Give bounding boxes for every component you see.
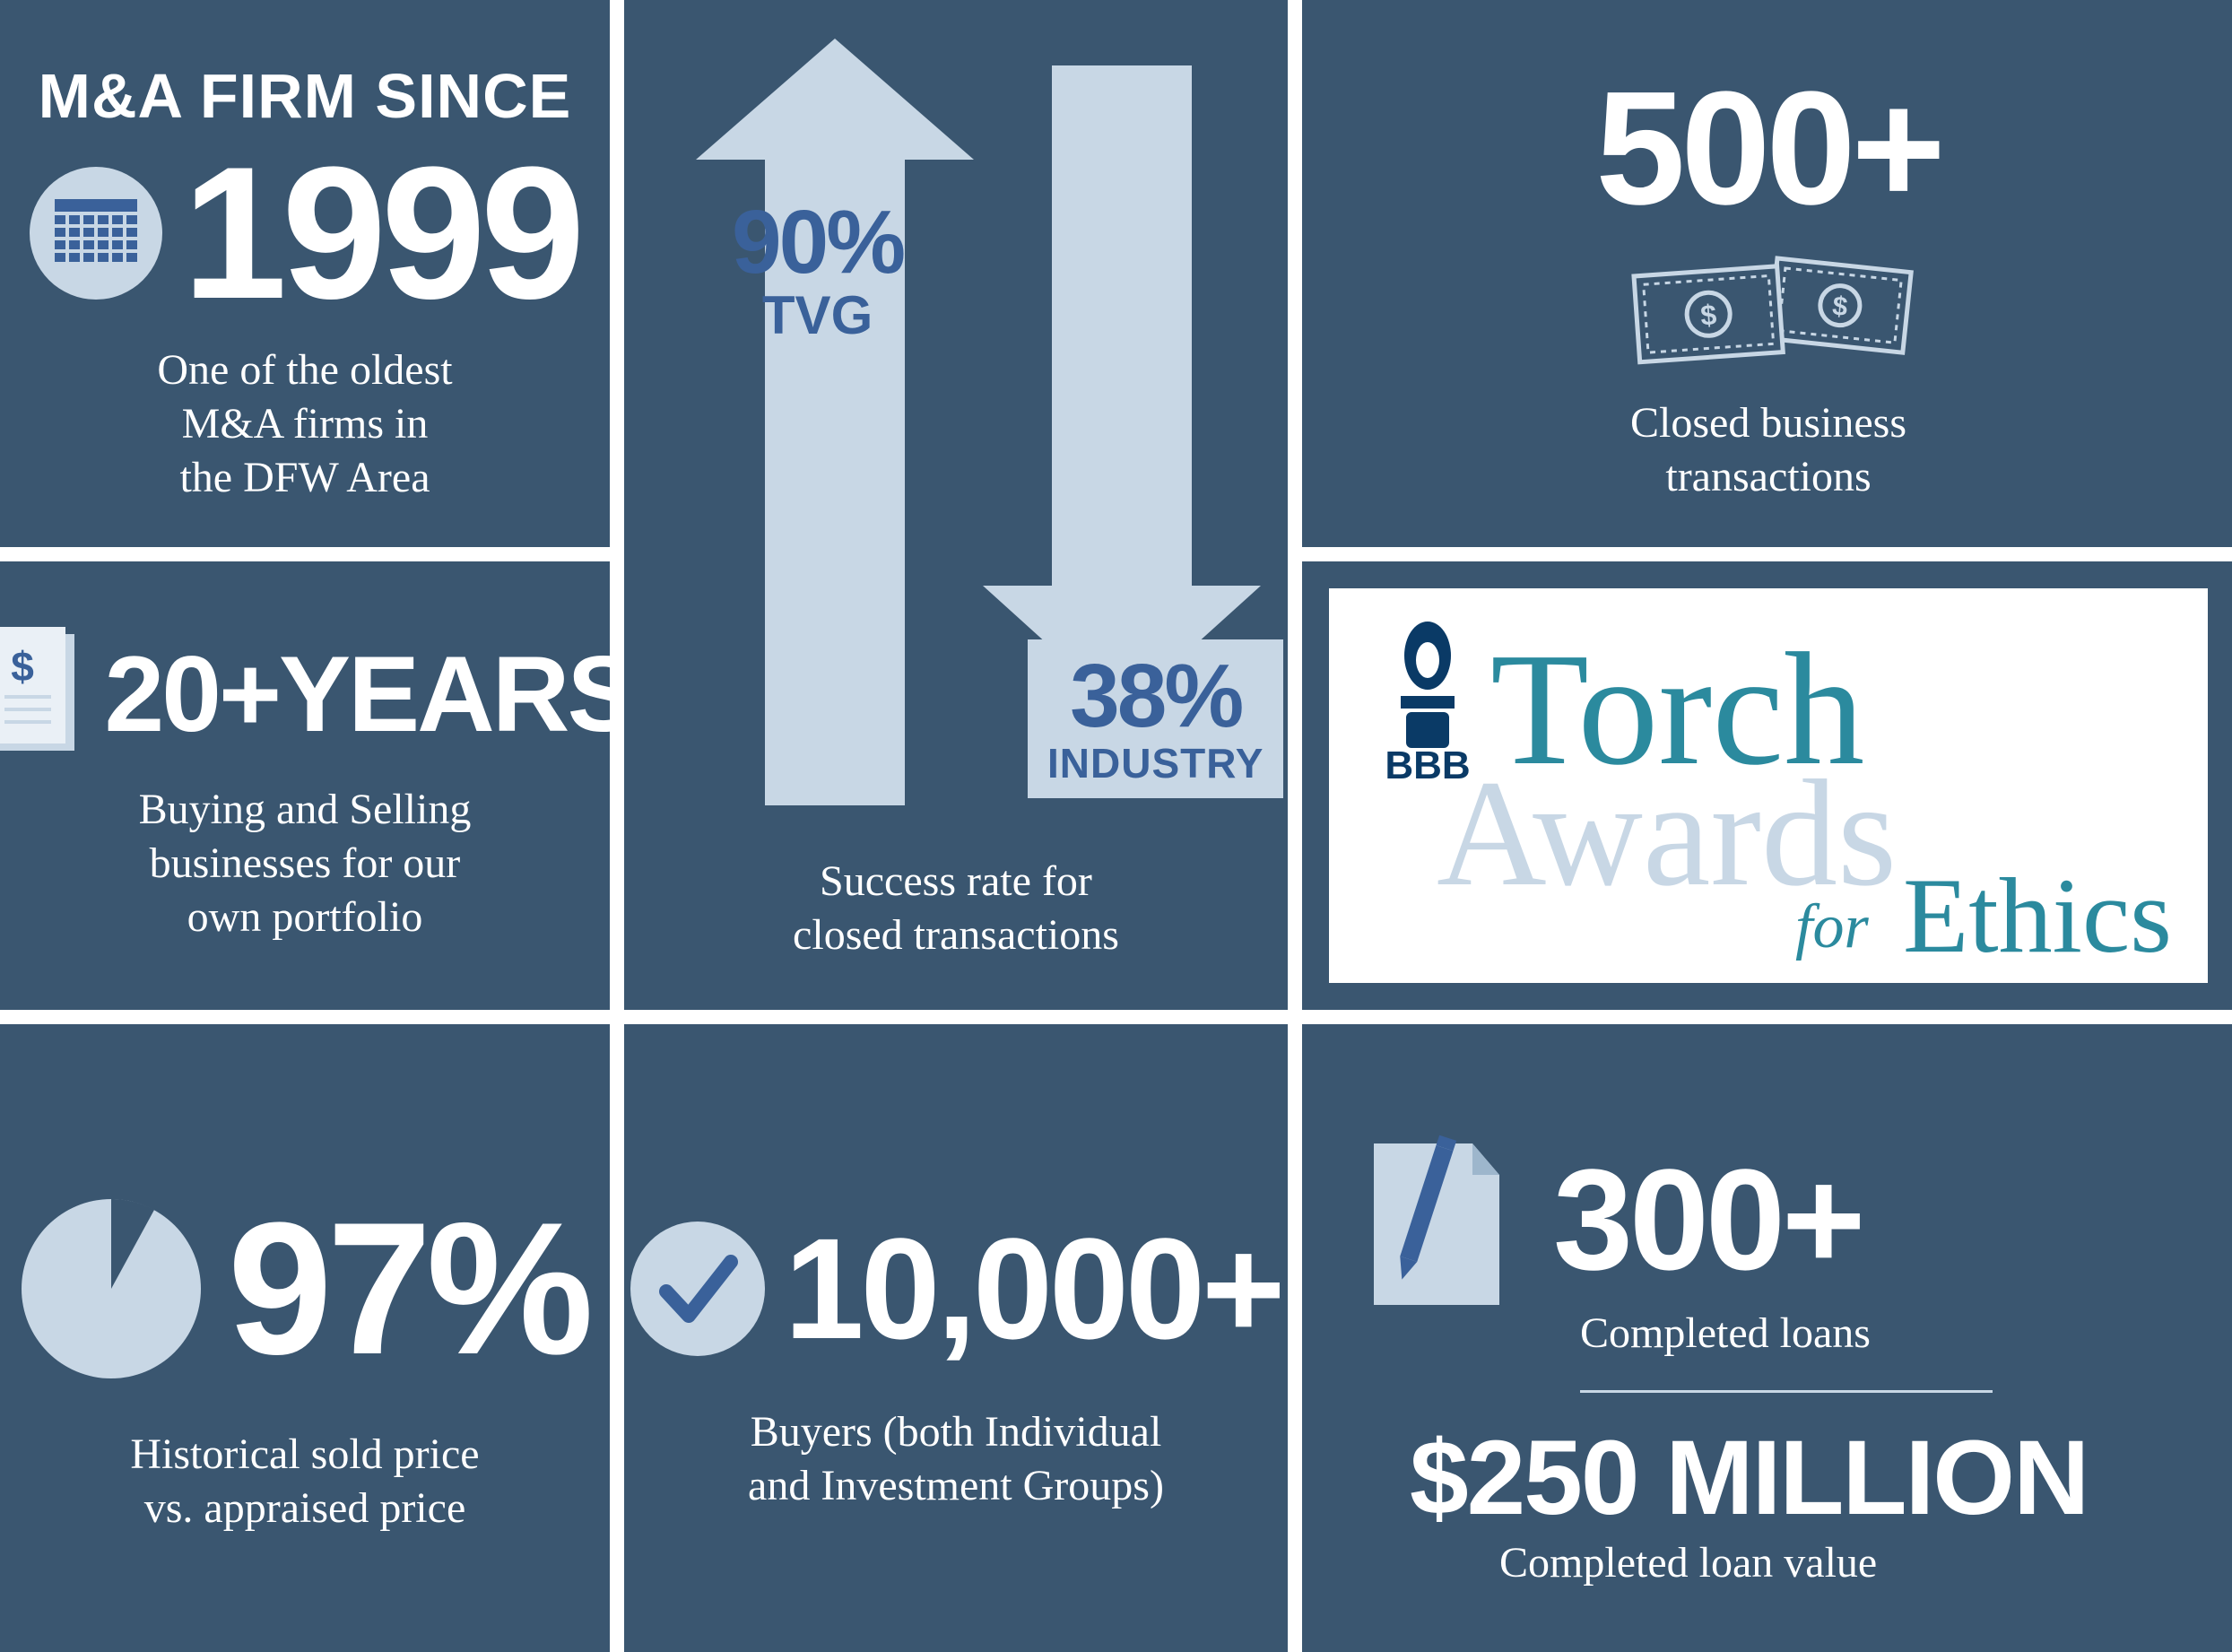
tile-20-years: $ 20+YEARS Buying and Selling businesses… <box>0 561 610 1010</box>
arrows-caption: Success rate for closed transactions <box>793 855 1119 962</box>
bbb-for-word: for <box>1795 892 1869 961</box>
tile-success-rate: 90% TVG 38% INDUSTRY Success rate for cl… <box>624 0 1288 1010</box>
svg-text:$: $ <box>1699 299 1717 332</box>
loans-count-value: 300+ <box>1553 1148 1862 1291</box>
tile-loans: 300+ Completed loans $250 MILLION Comple… <box>1302 1024 2232 1652</box>
pie-icon <box>22 1199 201 1378</box>
checkmark-circle-icon <box>630 1222 765 1356</box>
years-value: 20+YEARS <box>105 640 637 748</box>
document-pencil-icon <box>1356 1126 1526 1314</box>
since-heading: M&A FIRM SINCE <box>39 60 572 132</box>
years-caption: Buying and Selling businesses for our ow… <box>139 783 472 944</box>
pct97-value: 97% <box>228 1195 588 1383</box>
money-icon: $ $ <box>1616 242 1921 377</box>
years-row: $ 20+YEARS <box>0 627 637 761</box>
svg-text:$: $ <box>11 643 34 690</box>
svg-text:$: $ <box>1831 291 1849 323</box>
down-arrow-label-box: 38% INDUSTRY <box>1028 639 1283 798</box>
tile-sold-vs-appraised: 97% Historical sold price vs. appraised … <box>0 1024 610 1652</box>
down-arrow-value: 38% <box>1047 654 1264 739</box>
ledger-icon: $ <box>0 627 82 761</box>
up-arrow-value: 90% <box>732 200 903 285</box>
buyers-row: 10,000+ <box>630 1217 1282 1361</box>
buyers-value: 10,000+ <box>785 1217 1282 1361</box>
loans-divider <box>1580 1390 1993 1393</box>
infographic-grid: M&A FIRM SINCE 1999 One of the oldest M&… <box>0 0 2232 1648</box>
loans-row: 300+ <box>1356 1126 1862 1314</box>
loans-value-label: $250 MILLION <box>1410 1425 2088 1531</box>
since-row: 1999 <box>30 139 579 327</box>
tile-since-1999: M&A FIRM SINCE 1999 One of the oldest M&… <box>0 0 610 547</box>
closed-caption: Closed business transactions <box>1630 396 1906 504</box>
pct97-caption: Historical sold price vs. appraised pric… <box>130 1428 479 1535</box>
closed-value: 500+ <box>1595 68 1941 230</box>
since-caption: One of the oldest M&A firms in the DFW A… <box>157 343 452 505</box>
tile-buyers: 10,000+ Buyers (both Individual and Inve… <box>624 1024 1288 1652</box>
arrows-container: 90% TVG 38% INDUSTRY <box>651 39 1261 828</box>
up-arrow-icon <box>696 39 974 810</box>
loans-count-caption: Completed loans <box>1580 1309 1871 1358</box>
bbb-ethics-word: Ethics <box>1903 856 2172 975</box>
calendar-icon <box>30 167 162 300</box>
bbb-card: BBB Torch Awards for Ethics <box>1329 588 2208 983</box>
since-year: 1999 <box>182 139 579 327</box>
tile-bbb-award: BBB Torch Awards for Ethics <box>1302 561 2232 1010</box>
up-arrow-label: 90% TVG <box>732 200 903 343</box>
pct97-row: 97% <box>22 1195 588 1383</box>
bbb-torch-awards-logo: BBB Torch Awards for Ethics <box>1329 588 2208 983</box>
buyers-caption: Buyers (both Individual and Investment G… <box>748 1405 1164 1513</box>
up-arrow-sublabel: TVG <box>732 289 903 343</box>
loans-value-caption: Completed loan value <box>1499 1538 1877 1587</box>
down-arrow-sublabel: INDUSTRY <box>1047 743 1264 784</box>
tile-closed-transactions: 500+ $ $ Closed business transactions <box>1302 0 2232 547</box>
